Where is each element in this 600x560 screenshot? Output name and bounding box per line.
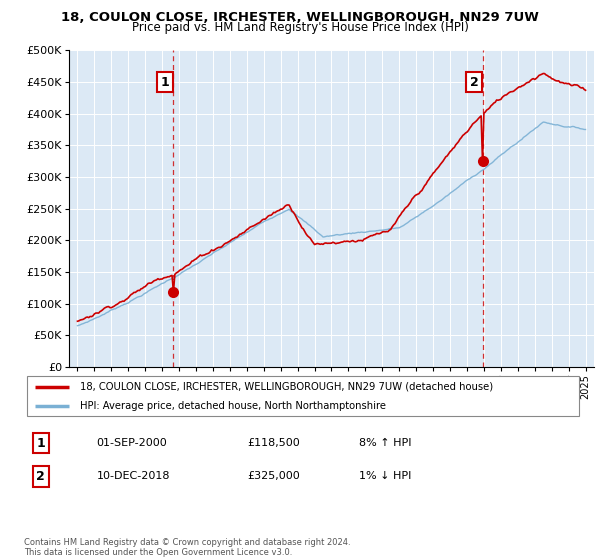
Text: 18, COULON CLOSE, IRCHESTER, WELLINGBOROUGH, NN29 7UW: 18, COULON CLOSE, IRCHESTER, WELLINGBORO… — [61, 11, 539, 24]
Text: 10-DEC-2018: 10-DEC-2018 — [97, 472, 170, 482]
Text: 1% ↓ HPI: 1% ↓ HPI — [359, 472, 411, 482]
Text: Contains HM Land Registry data © Crown copyright and database right 2024.
This d: Contains HM Land Registry data © Crown c… — [24, 538, 350, 557]
Text: 01-SEP-2000: 01-SEP-2000 — [97, 438, 167, 448]
Text: £118,500: £118,500 — [247, 438, 300, 448]
Text: 1: 1 — [161, 76, 169, 88]
Text: 18, COULON CLOSE, IRCHESTER, WELLINGBOROUGH, NN29 7UW (detached house): 18, COULON CLOSE, IRCHESTER, WELLINGBORO… — [80, 381, 493, 391]
Text: Price paid vs. HM Land Registry's House Price Index (HPI): Price paid vs. HM Land Registry's House … — [131, 21, 469, 34]
Text: 8% ↑ HPI: 8% ↑ HPI — [359, 438, 412, 448]
Text: 2: 2 — [37, 470, 45, 483]
FancyBboxPatch shape — [27, 376, 578, 416]
Text: 1: 1 — [37, 437, 45, 450]
Text: HPI: Average price, detached house, North Northamptonshire: HPI: Average price, detached house, Nort… — [80, 401, 386, 411]
Text: 2: 2 — [470, 76, 478, 88]
Text: £325,000: £325,000 — [247, 472, 300, 482]
